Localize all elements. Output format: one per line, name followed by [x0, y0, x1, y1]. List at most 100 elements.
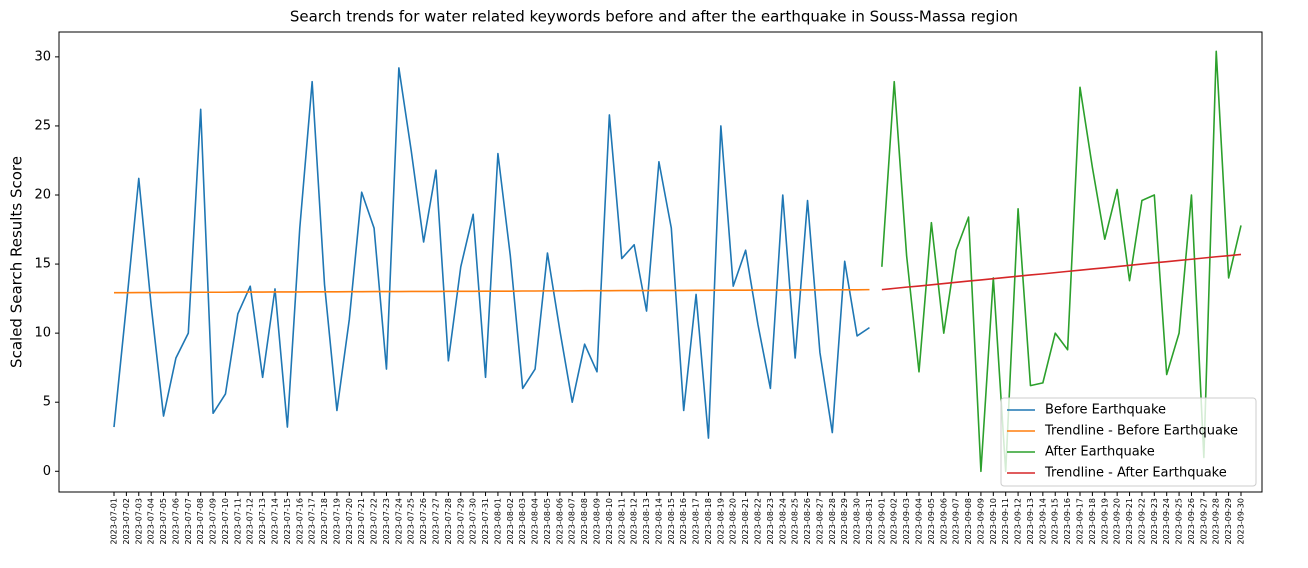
- x-tick-label: 2023-07-03: [134, 498, 143, 545]
- x-tick-label: 2023-09-15: [1051, 498, 1060, 545]
- x-tick-label: 2023-09-14: [1038, 498, 1047, 545]
- x-tick-label: 2023-07-16: [295, 498, 304, 545]
- y-tick-label: 25: [34, 118, 51, 133]
- x-tick-label: 2023-08-22: [754, 498, 763, 545]
- x-tick-label: 2023-09-20: [1113, 498, 1122, 545]
- x-tick-label: 2023-08-04: [531, 498, 540, 545]
- x-tick-label: 2023-09-28: [1212, 498, 1221, 545]
- y-axis-label: Scaled Search Results Score: [8, 156, 26, 368]
- legend-box: [1000, 397, 1257, 487]
- x-tick-label: 2023-09-06: [939, 498, 948, 545]
- x-tick-label: 2023-08-25: [791, 498, 800, 545]
- x-tick-label: 2023-07-19: [332, 498, 341, 545]
- x-tick-label: 2023-09-10: [989, 498, 998, 545]
- x-tick-label: 2023-08-01: [493, 498, 502, 545]
- x-tick-label: 2023-09-01: [877, 498, 886, 545]
- x-tick-label: 2023-08-21: [741, 498, 750, 545]
- x-tick-label: 2023-09-12: [1014, 498, 1023, 545]
- x-tick-label: 2023-08-15: [667, 498, 676, 545]
- x-tick-label: 2023-07-20: [345, 498, 354, 545]
- x-tick-label: 2023-08-10: [605, 498, 614, 545]
- axes-frame: [58, 31, 1263, 493]
- legend-label: After Earthquake: [1045, 445, 1155, 460]
- x-tick-label: 2023-08-08: [580, 498, 589, 545]
- legend-label: Before Earthquake: [1045, 403, 1166, 418]
- x-tick-label: 2023-08-20: [729, 498, 738, 545]
- x-tick-label: 2023-09-22: [1137, 498, 1146, 545]
- x-tick-label: 2023-07-23: [382, 498, 391, 545]
- x-tick-label: 2023-07-30: [469, 498, 478, 545]
- series-line: [113, 67, 870, 439]
- x-tick-label: 2023-07-28: [444, 498, 453, 545]
- x-tick-label: 2023-07-29: [456, 498, 465, 545]
- x-tick-label: 2023-07-05: [159, 498, 168, 545]
- x-tick-label: 2023-09-26: [1187, 498, 1196, 545]
- x-tick-label: 2023-08-14: [654, 498, 663, 545]
- x-tick-label: 2023-07-11: [233, 498, 242, 545]
- x-tick-label: 2023-07-24: [394, 498, 403, 545]
- x-tick-label: 2023-08-11: [617, 498, 626, 545]
- legend-label: Trendline - Before Earthquake: [1044, 424, 1238, 439]
- x-tick-label: 2023-07-01: [110, 498, 119, 545]
- series-line: [114, 288, 870, 294]
- x-tick-label: 2023-09-03: [902, 498, 911, 545]
- x-tick-label: 2023-09-18: [1088, 498, 1097, 545]
- series-line: [881, 50, 1242, 473]
- x-tick-label: 2023-08-07: [568, 498, 577, 545]
- x-tick-label: 2023-07-04: [147, 498, 156, 545]
- x-tick-label: 2023-07-27: [432, 498, 441, 545]
- y-tick-label: 5: [43, 395, 51, 410]
- x-tick-label: 2023-07-15: [283, 498, 292, 545]
- x-tick-label: 2023-08-18: [704, 498, 713, 545]
- chart-title: Search trends for water related keywords…: [290, 8, 1018, 26]
- x-tick-label: 2023-09-17: [1076, 498, 1085, 545]
- x-tick-label: 2023-09-23: [1150, 498, 1159, 545]
- x-tick-label: 2023-09-08: [964, 498, 973, 545]
- y-tick-label: 0: [43, 464, 51, 479]
- x-tick-label: 2023-09-29: [1224, 498, 1233, 545]
- x-tick-label: 2023-09-16: [1063, 498, 1072, 545]
- x-tick-label: 2023-07-17: [308, 498, 317, 545]
- x-tick-label: 2023-09-07: [952, 498, 961, 545]
- x-tick-label: 2023-08-24: [778, 498, 787, 545]
- x-tick-label: 2023-07-18: [320, 498, 329, 545]
- x-tick-label: 2023-08-09: [593, 498, 602, 545]
- x-tick-label: 2023-08-17: [692, 498, 701, 545]
- x-tick-label: 2023-09-11: [1001, 498, 1010, 545]
- x-tick-label: 2023-08-02: [506, 498, 515, 545]
- x-tick-label: 2023-07-12: [246, 498, 255, 545]
- x-tick-label: 2023-09-05: [927, 498, 936, 545]
- x-tick-label: 2023-09-02: [890, 498, 899, 545]
- x-tick-label: 2023-08-30: [853, 498, 862, 545]
- x-tick-label: 2023-09-19: [1100, 498, 1109, 545]
- x-tick-label: 2023-08-12: [630, 498, 639, 545]
- x-tick-label: 2023-07-26: [419, 498, 428, 545]
- x-tick-label: 2023-08-13: [642, 498, 651, 545]
- x-tick-label: 2023-09-21: [1125, 498, 1134, 545]
- x-tick-label: 2023-08-28: [828, 498, 837, 545]
- x-tick-label: 2023-09-13: [1026, 498, 1035, 545]
- x-tick-label: 2023-09-24: [1162, 498, 1171, 545]
- x-tick-label: 2023-07-08: [196, 498, 205, 545]
- x-tick-label: 2023-07-06: [171, 498, 180, 545]
- x-tick-label: 2023-07-13: [258, 498, 267, 545]
- x-tick-label: 2023-07-22: [370, 498, 379, 545]
- y-tick-label: 20: [34, 188, 51, 203]
- series-line: [881, 253, 1242, 291]
- x-tick-label: 2023-08-06: [555, 498, 564, 545]
- x-tick-label: 2023-07-25: [407, 498, 416, 545]
- x-tick-label: 2023-08-31: [865, 498, 874, 545]
- y-tick-label: 10: [34, 326, 51, 341]
- x-tick-label: 2023-07-02: [122, 498, 131, 545]
- x-tick-label: 2023-08-16: [679, 498, 688, 545]
- x-tick-label: 2023-09-30: [1237, 498, 1246, 545]
- x-tick-label: 2023-08-03: [518, 498, 527, 545]
- x-tick-label: 2023-08-26: [803, 498, 812, 545]
- x-tick-label: 2023-07-31: [481, 498, 490, 545]
- x-tick-label: 2023-09-09: [976, 498, 985, 545]
- x-tick-label: 2023-08-19: [716, 498, 725, 545]
- x-tick-label: 2023-08-23: [766, 498, 775, 545]
- x-tick-label: 2023-07-14: [271, 498, 280, 545]
- y-tick-label: 15: [34, 257, 51, 272]
